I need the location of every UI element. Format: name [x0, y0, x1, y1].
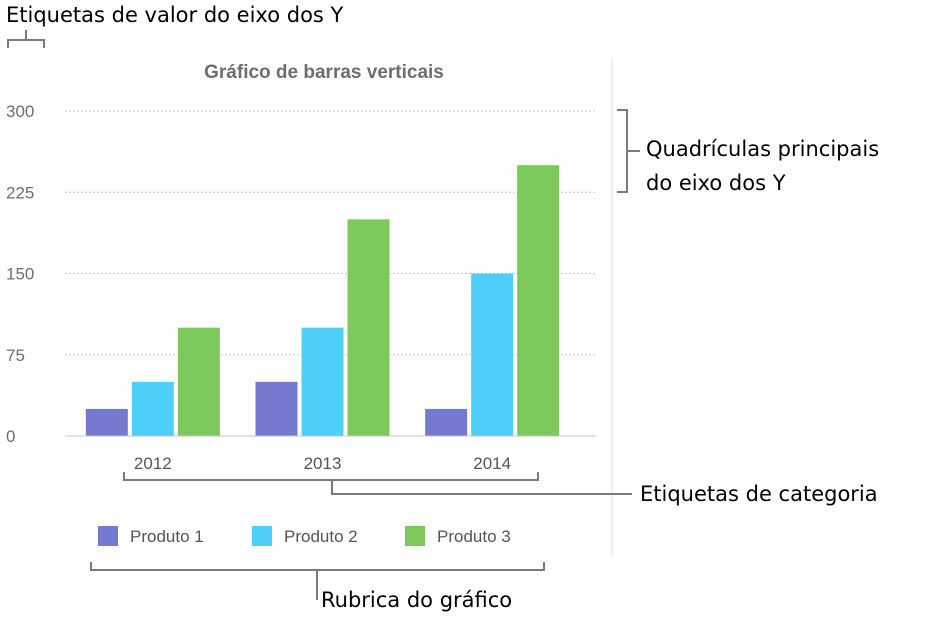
- bar: [425, 408, 468, 436]
- bar: [517, 165, 560, 436]
- callout-category-labels: Etiquetas de categoria: [640, 482, 878, 506]
- legend: Produto 1 Produto 2 Produto 3: [98, 526, 511, 546]
- y-tick-label: 75: [6, 346, 25, 365]
- bar: [131, 381, 174, 436]
- leader-category-labels: [331, 480, 632, 495]
- y-tick-label: 300: [6, 102, 34, 121]
- legend-swatch: [252, 526, 272, 546]
- callout-legend: Rubrica do gráfico: [321, 588, 513, 612]
- legend-swatch: [98, 526, 118, 546]
- bracket-y-value-labels: [7, 39, 45, 48]
- y-tick-label: 0: [6, 427, 15, 446]
- chart-title: Gráfico de barras verticais: [204, 62, 444, 83]
- gridlines: [65, 110, 596, 356]
- y-tick-label: 150: [6, 265, 34, 284]
- bar: [177, 327, 220, 436]
- bracket-legend: [90, 562, 545, 571]
- callout-major-gridlines-line2: do eixo dos Y: [646, 171, 786, 195]
- callout-brackets: [7, 30, 640, 600]
- legend-label: Produto 2: [284, 527, 358, 546]
- category-label: 2014: [473, 454, 511, 473]
- callout-major-gridlines-line1: Quadrículas principais: [646, 137, 880, 161]
- legend-label: Produto 3: [437, 527, 511, 546]
- bars: [85, 165, 560, 436]
- bar: [471, 273, 514, 436]
- y-tick-label: 225: [6, 183, 34, 202]
- bar: [255, 381, 298, 436]
- legend-swatch: [405, 526, 425, 546]
- category-labels: 2012 2013 2014: [134, 454, 511, 473]
- bar: [301, 327, 344, 436]
- bar: [347, 219, 390, 436]
- callout-y-value-labels: Etiquetas de valor do eixo dos Y: [6, 3, 344, 27]
- legend-label: Produto 1: [130, 527, 204, 546]
- bar: [85, 408, 128, 436]
- y-tick-labels: 0 75 150 225 300: [6, 102, 34, 446]
- bracket-major-gridlines: [617, 109, 628, 193]
- category-label: 2013: [304, 454, 342, 473]
- bracket-category-labels: [123, 472, 539, 481]
- category-label: 2012: [134, 454, 172, 473]
